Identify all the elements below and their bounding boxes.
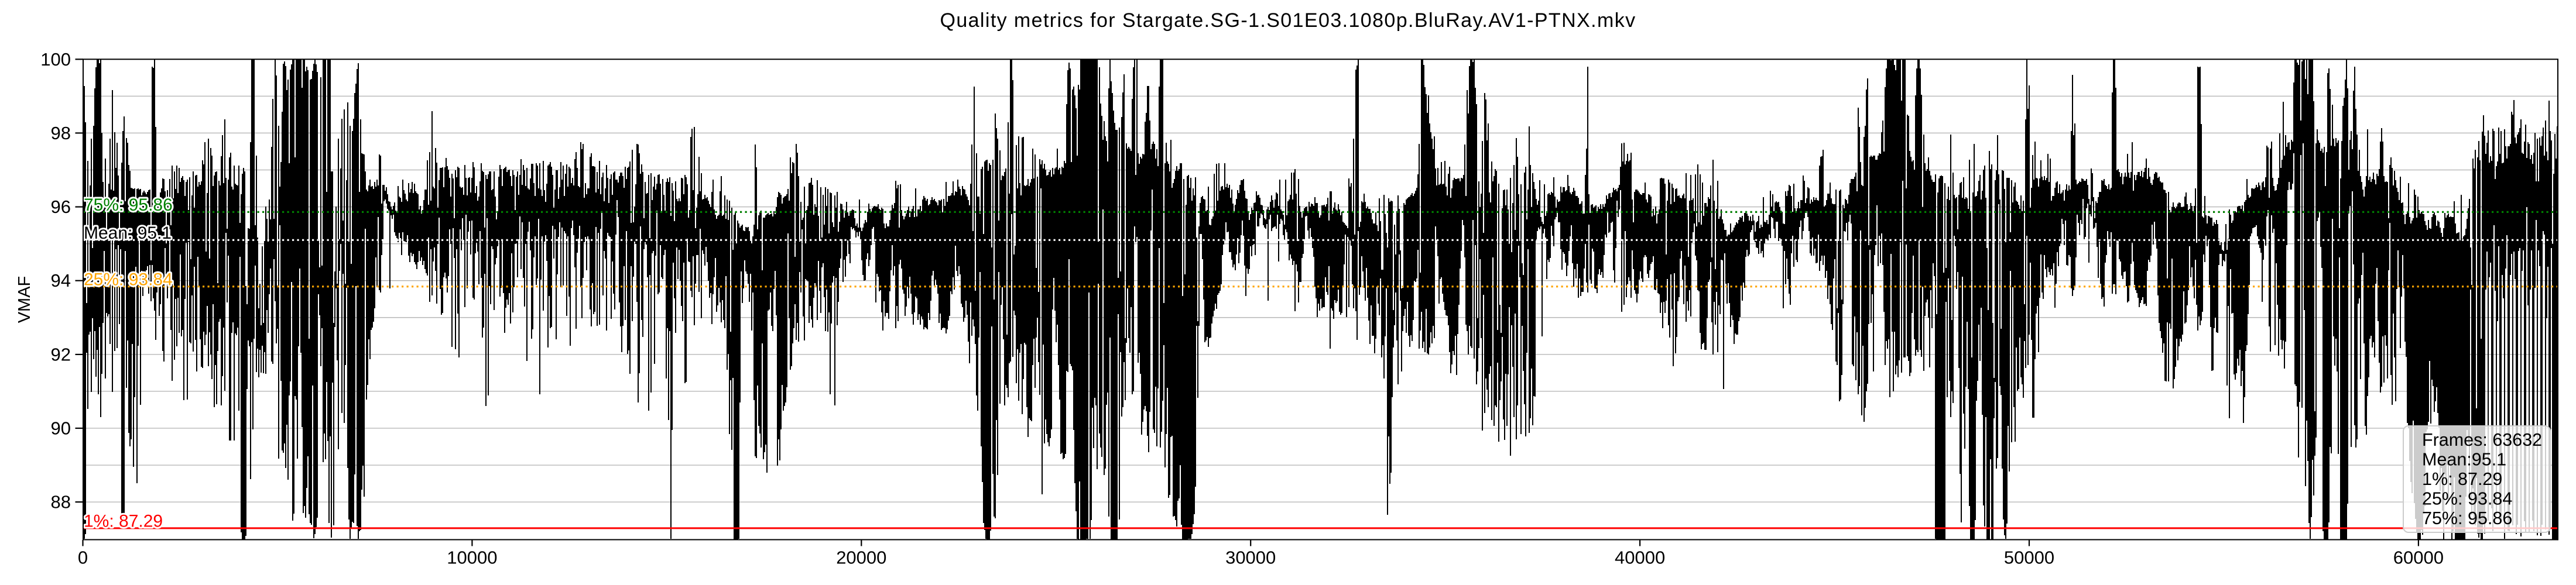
svg-text:Frames: 63632: Frames: 63632 xyxy=(2422,430,2542,450)
svg-text:1%: 87.29: 1%: 87.29 xyxy=(2422,469,2502,489)
svg-text:100: 100 xyxy=(40,49,71,70)
svg-text:98: 98 xyxy=(51,123,71,143)
svg-text:40000: 40000 xyxy=(1615,548,1665,568)
svg-text:25%: 93.84: 25%: 93.84 xyxy=(2422,489,2512,509)
svg-text:25%: 93.84: 25%: 93.84 xyxy=(84,270,173,289)
svg-text:1%: 87.29: 1%: 87.29 xyxy=(84,511,163,531)
svg-text:90: 90 xyxy=(51,418,71,439)
svg-text:0: 0 xyxy=(78,548,88,568)
svg-text:Quality metrics for Stargate.S: Quality metrics for Stargate.SG-1.S01E03… xyxy=(940,9,1636,32)
svg-text:75%: 95.86: 75%: 95.86 xyxy=(84,195,173,215)
svg-text:Mean:95.1: Mean:95.1 xyxy=(2422,450,2506,470)
svg-text:60000: 60000 xyxy=(2393,548,2444,568)
svg-text:Mean: 95.1: Mean: 95.1 xyxy=(84,223,172,243)
svg-text:88: 88 xyxy=(51,492,71,512)
svg-text:50000: 50000 xyxy=(2004,548,2054,568)
svg-text:96: 96 xyxy=(51,197,71,217)
svg-text:20000: 20000 xyxy=(836,548,886,568)
svg-text:10000: 10000 xyxy=(447,548,497,568)
svg-text:30000: 30000 xyxy=(1225,548,1276,568)
svg-text:92: 92 xyxy=(51,344,71,364)
svg-text:75%: 95.86: 75%: 95.86 xyxy=(2422,508,2512,528)
svg-text:94: 94 xyxy=(51,270,71,291)
svg-text:VMAF: VMAF xyxy=(15,276,34,324)
